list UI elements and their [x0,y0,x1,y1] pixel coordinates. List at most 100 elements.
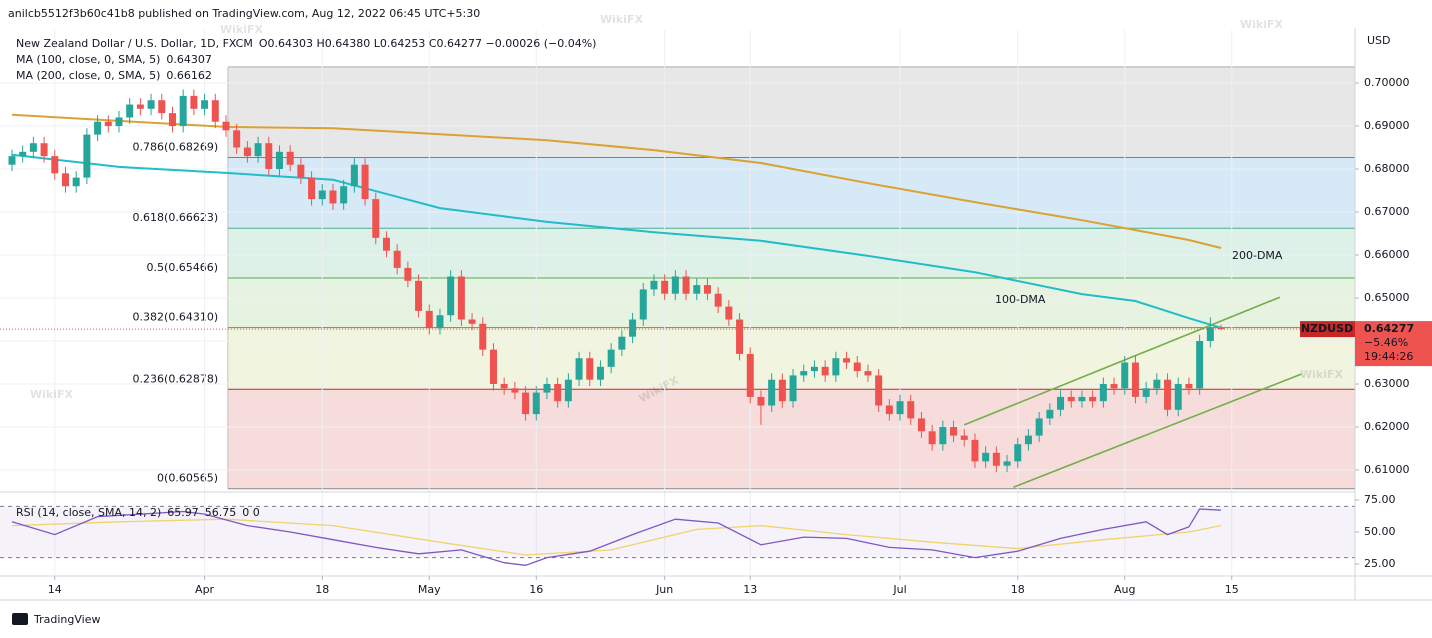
candle-body [853,362,861,372]
candle-body [201,100,209,109]
candle-body [1121,362,1129,389]
channel-line [1013,373,1302,488]
candle-body [1142,388,1150,397]
axes: USD 0.610000.620000.630000.640000.650000… [0,28,1432,601]
candle-body [115,117,123,127]
candle-body [1110,384,1118,389]
candle-body [511,388,519,393]
candle-body [1196,341,1204,389]
candle-body [725,306,733,320]
legend: anilcb5512f3b60c41b8 published on Tradin… [8,7,596,519]
candle-body [810,366,818,372]
candle-body [982,452,990,462]
candle-body [768,379,776,406]
x-tick-label: Jul [892,583,906,596]
candle-body [40,143,48,157]
y-tick-label: 0.66000 [1364,248,1410,261]
x-tick-label: 14 [48,583,62,596]
candle-body [72,177,80,187]
candle-body [778,379,786,402]
countdown: 19:44:26 [1364,350,1413,363]
candle-body [875,375,883,406]
ohlc-values: O0.64303 H0.64380 L0.64253 C0.64277 −0.0… [259,37,597,50]
candle-body [1024,435,1032,445]
moving-average-line [11,153,1222,329]
candle-body [233,130,241,148]
candle-body [382,237,390,251]
candle-body [447,276,455,316]
price-tag: 0.64277 [1364,322,1414,335]
candle-body [629,319,637,337]
rsi-y-tick-label: 75.00 [1364,493,1396,506]
candle-body [960,435,968,440]
fib-level-label: 0.236(0.62878) [133,372,219,385]
candle-body [393,250,401,268]
candle-body [661,280,669,294]
candle-body [714,293,722,307]
x-tick-label: 18 [315,583,329,596]
candle-body [671,276,679,294]
legend-name: MA (200, close, 0, SMA, 5) [16,69,160,82]
candle-body [340,186,348,204]
x-tick-label: 15 [1225,583,1239,596]
candle-body [1185,384,1193,389]
symbol-tag-bg [1300,321,1355,338]
candle-body [265,143,273,170]
channel-line [963,296,1281,426]
legend-value: 0.64307 [166,53,212,66]
candle-body [457,276,465,320]
candle-body [800,371,808,376]
candle-body [736,319,744,354]
candle-body [917,418,925,432]
watermark: WikiFX [220,23,264,36]
x-tick-label: Jun [655,583,673,596]
candle-body [885,405,893,415]
candle-body [436,315,444,329]
x-tick-label: 13 [743,583,757,596]
candle-body [83,134,91,178]
candle-body [489,349,497,385]
candle-body [543,384,551,393]
candle-body [1164,379,1172,410]
y-tick-label: 0.61000 [1364,463,1410,476]
candle-body [607,349,615,367]
candle-body [1206,327,1214,342]
footer: TradingView [12,613,100,626]
candle-body [618,336,626,350]
candle-body [500,384,508,389]
y-tick-label: 0.70000 [1364,76,1410,89]
candle-body [757,396,765,406]
rsi-y-tick-label: 25.00 [1364,557,1396,570]
candle-body [297,164,305,178]
candle-body [586,358,594,380]
ma-annotation: 200-DMA [1232,249,1283,262]
candle-body [950,427,958,436]
price-tag-bg [1355,321,1432,367]
watermark: WikiFX [30,388,74,401]
candle-body [222,121,230,131]
candle-body [286,151,294,165]
legend-name: MA (100, close, 0, SMA, 5) [16,53,160,66]
candle-body [190,95,198,109]
fib-zone [228,277,1355,328]
rsi-ma-line [11,518,1222,556]
candle-body [372,199,380,238]
candle-body [104,121,112,127]
chart-title: New Zealand Dollar / U.S. Dollar, 1D, FX… [16,37,253,50]
candle-body [522,392,530,415]
candle-body [415,280,423,311]
candle-body [350,164,358,187]
candle-body [19,151,27,157]
candle-body [939,427,947,445]
rsi-line [11,508,1222,566]
candle-body [479,323,487,350]
rsi-title: RSI (14, close, SMA, 14, 2) [16,506,161,519]
candle-body [29,143,37,152]
candle-body [404,267,412,281]
candle-body [992,452,1000,466]
candle-body [361,164,369,200]
price-change: −5.46% [1364,336,1408,349]
legend-value: 0.66162 [166,69,212,82]
rsi-y-tick-label: 50.00 [1364,525,1396,538]
candle-body [1131,362,1139,397]
